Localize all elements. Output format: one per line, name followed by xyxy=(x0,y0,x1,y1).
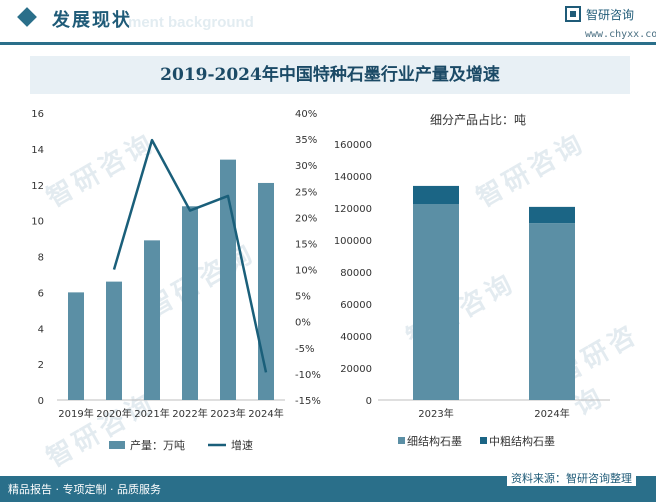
legend-swatch-coarse xyxy=(480,437,487,444)
y-tick-label: 100000 xyxy=(334,236,372,247)
x-tick-label: 2020年 xyxy=(96,407,131,420)
x-tick-label: 2019年 xyxy=(58,407,93,420)
bar xyxy=(106,281,122,400)
bar xyxy=(258,182,274,400)
footer-source: 资料来源：智研咨询整理 xyxy=(507,470,636,486)
chart2-title: 细分产品占比：吨 xyxy=(430,112,526,127)
legend-label-fine: 细结构石墨 xyxy=(407,434,462,448)
growth-line xyxy=(112,138,268,373)
y-tick-label: 120000 xyxy=(334,204,372,215)
footer-slogan: 精品报告 · 专项定制 · 品质服务 xyxy=(8,483,161,496)
y-right-tick-label: 35% xyxy=(295,135,317,146)
y-left-tick-label: 2 xyxy=(38,360,44,371)
y-left-tick-label: 6 xyxy=(38,288,44,299)
y-left-tick-label: 14 xyxy=(31,145,44,156)
chart-title-banner: 2019-2024年中国特种石墨行业产量及增速 xyxy=(30,56,630,94)
y-right-tick-label: -15% xyxy=(295,396,321,407)
legend-swatch-production xyxy=(109,441,125,449)
y-right-tick-label: 20% xyxy=(295,213,317,224)
legend-swatch-fine xyxy=(398,437,405,444)
bar xyxy=(68,292,84,400)
chart-title: 2019-2024年中国特种石墨行业产量及增速 xyxy=(160,65,500,85)
x-tick-label: 2024年 xyxy=(534,407,569,420)
y-tick-label: 140000 xyxy=(334,172,372,183)
legend-label-coarse: 中粗结构石墨 xyxy=(489,434,555,448)
logo-icon xyxy=(565,6,581,22)
logo-text: 智研咨询 xyxy=(586,8,635,22)
page-header: 发展现状 ment background 智研咨询 www.chyxx.com xyxy=(0,0,656,45)
y-tick-label: 40000 xyxy=(340,332,372,343)
stacked-bar-segment xyxy=(529,206,575,224)
y-right-tick-label: 25% xyxy=(295,187,317,198)
stacked-bar-segment xyxy=(413,185,459,204)
y-left-tick-label: 4 xyxy=(38,324,44,335)
x-tick-label: 2021年 xyxy=(134,407,169,420)
y-right-tick-label: -5% xyxy=(295,344,314,355)
y-tick-label: 20000 xyxy=(340,364,372,375)
legend-label-production: 产量：万吨 xyxy=(130,438,185,452)
x-tick-label: 2023年 xyxy=(418,407,453,420)
bar xyxy=(182,206,198,400)
y-tick-label: 60000 xyxy=(340,300,372,311)
y-tick-label: 160000 xyxy=(334,140,372,151)
y-right-tick-label: 40% xyxy=(295,109,317,120)
stacked-bar-segment xyxy=(529,223,575,400)
section-title: 发展现状 xyxy=(52,10,132,31)
y-tick-label: 80000 xyxy=(340,268,372,279)
y-right-tick-label: 5% xyxy=(295,292,311,303)
x-tick-label: 2024年 xyxy=(248,407,283,420)
y-left-tick-label: 8 xyxy=(38,253,44,264)
y-right-tick-label: 10% xyxy=(295,266,317,277)
y-right-tick-label: -10% xyxy=(295,370,321,381)
y-right-tick-label: 30% xyxy=(295,161,317,172)
logo-url: www.chyxx.com xyxy=(585,29,656,40)
section-subtitle-en: ment background xyxy=(128,14,254,31)
x-tick-label: 2023年 xyxy=(210,407,245,420)
y-left-tick-label: 0 xyxy=(38,396,44,407)
y-right-tick-label: 0% xyxy=(295,318,311,329)
legend-label-growth: 增速 xyxy=(231,438,253,452)
y-left-tick-label: 16 xyxy=(31,109,44,120)
x-tick-label: 2022年 xyxy=(172,407,207,420)
y-tick-label: 0 xyxy=(366,396,372,407)
bar xyxy=(144,240,160,400)
y-left-tick-label: 12 xyxy=(31,181,44,192)
stacked-bar-segment xyxy=(413,204,459,400)
header-divider xyxy=(0,42,656,45)
y-left-tick-label: 10 xyxy=(31,217,44,228)
y-right-tick-label: 15% xyxy=(295,239,317,250)
